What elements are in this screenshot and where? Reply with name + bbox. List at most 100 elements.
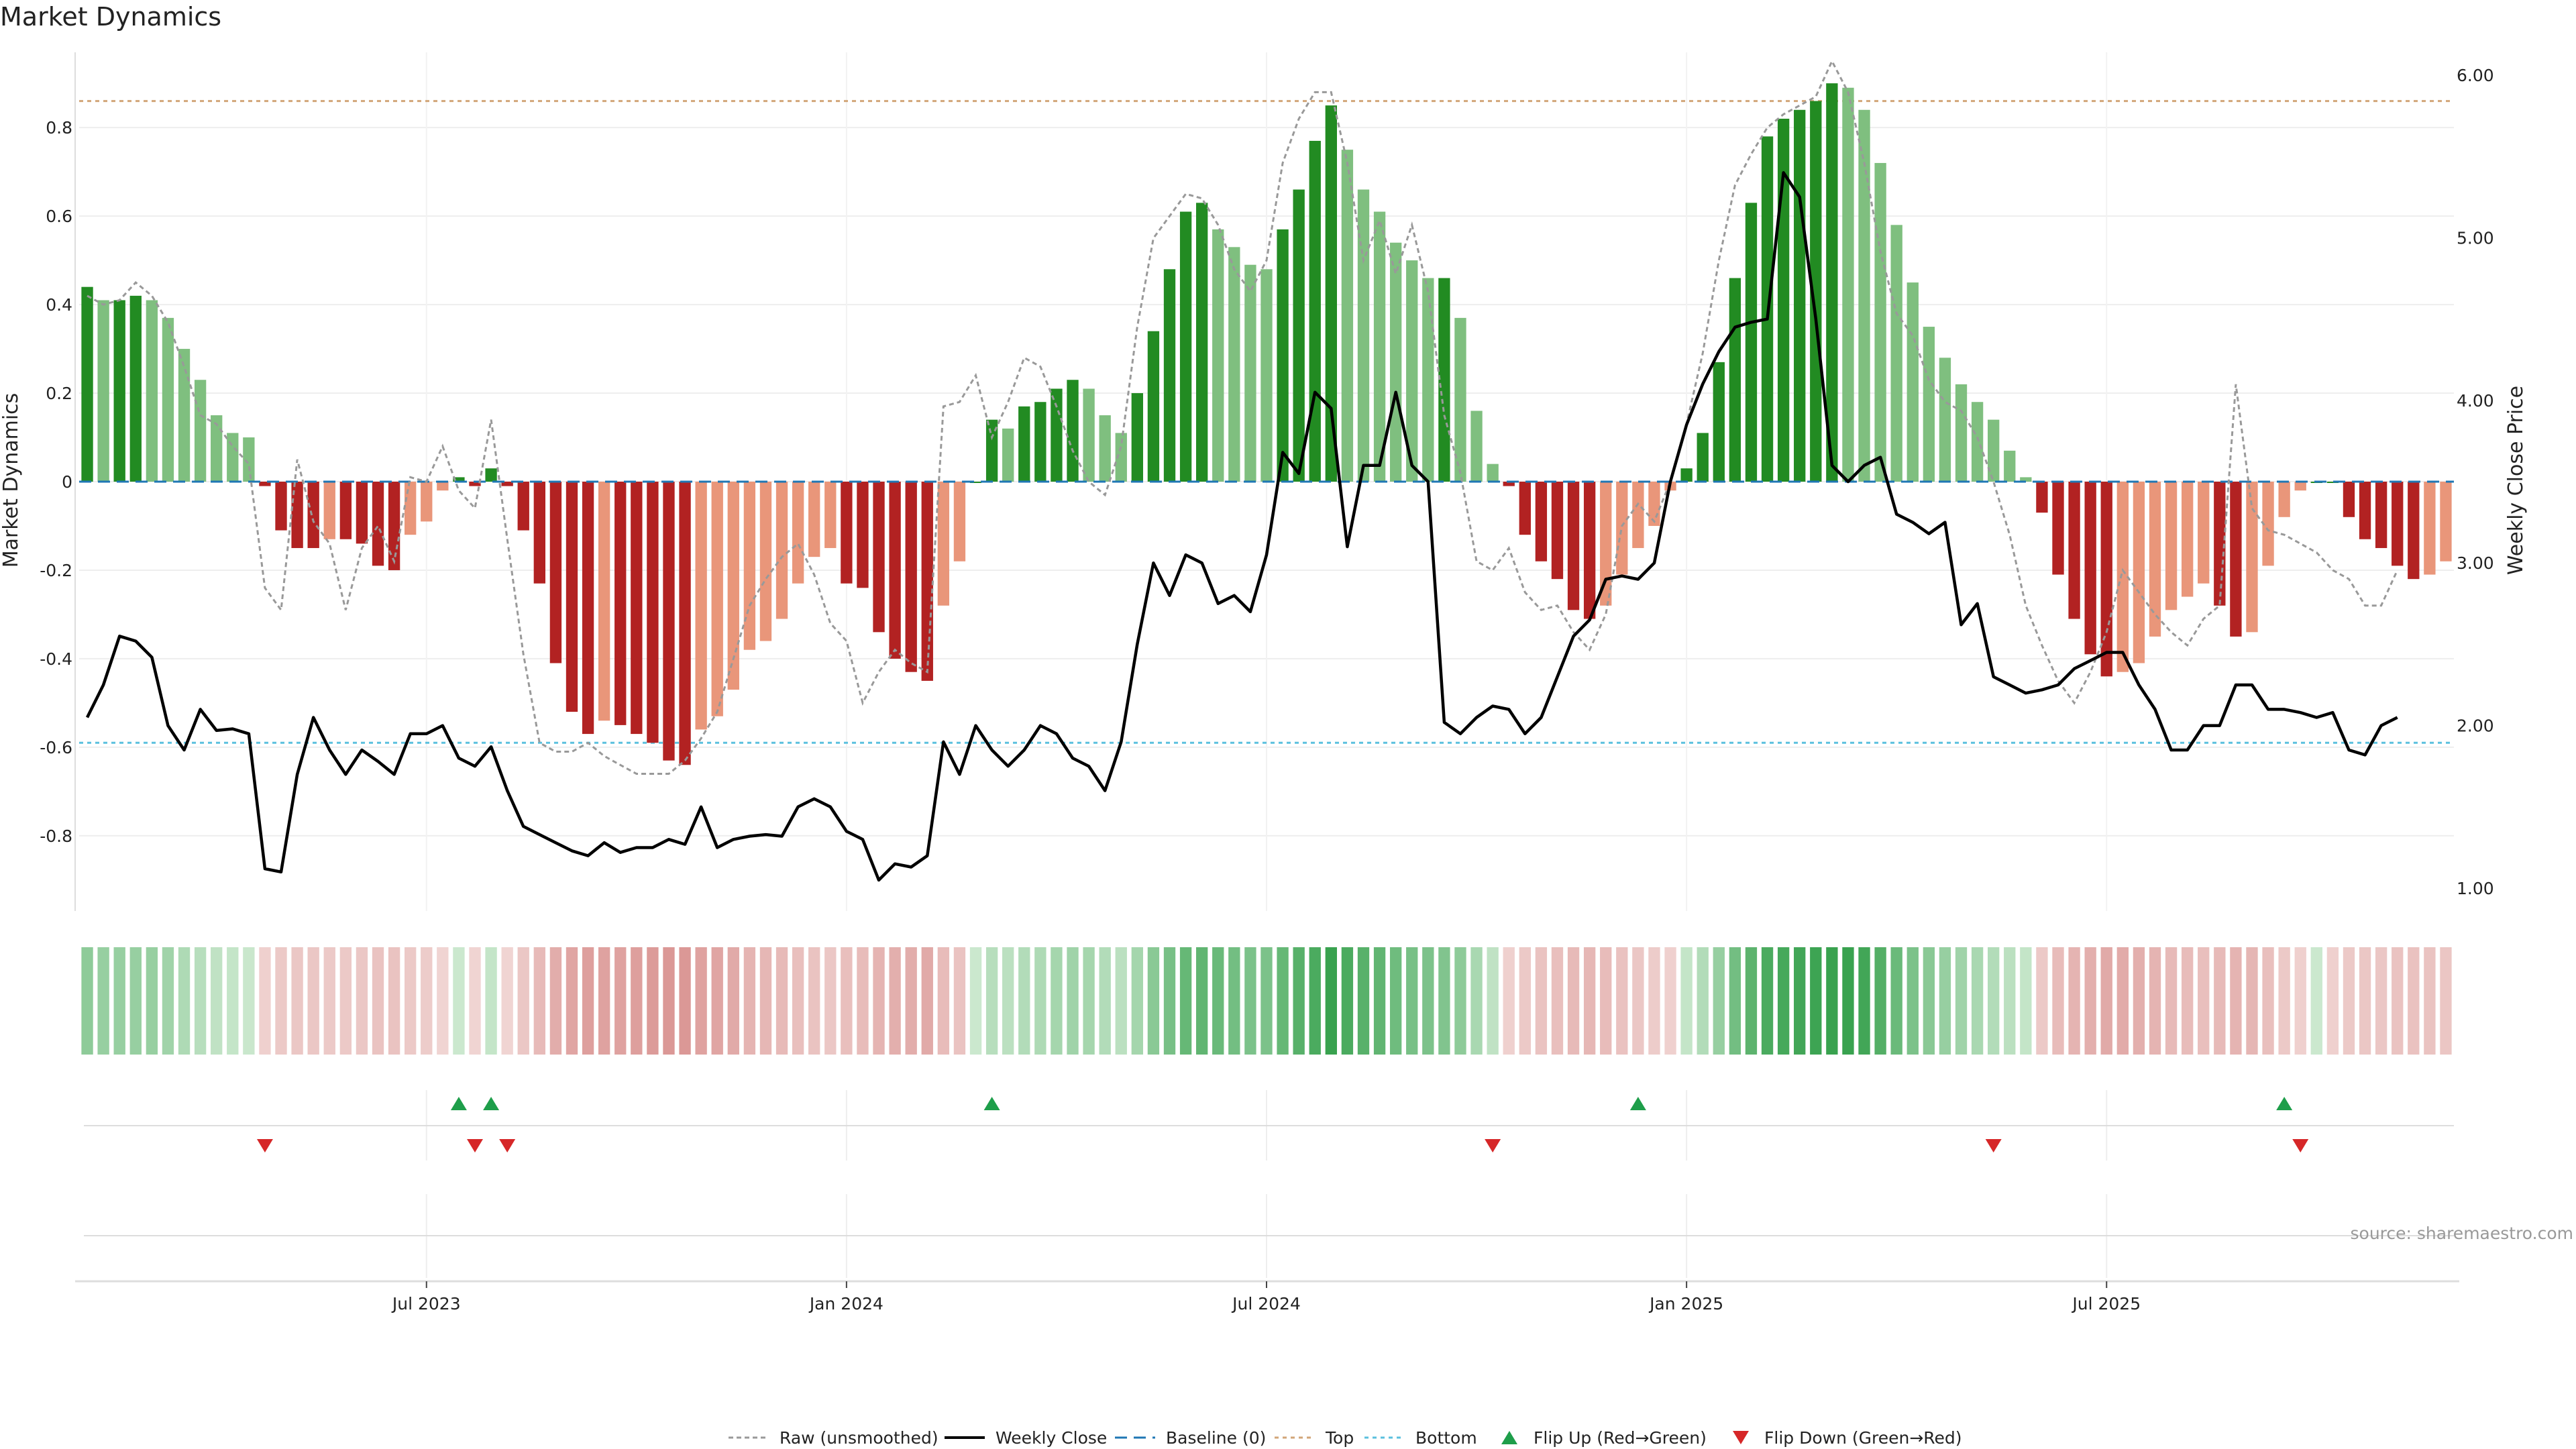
regime-strip-cell [695, 947, 707, 1055]
regime-strip-cell [631, 947, 643, 1055]
regime-strip-cell [711, 947, 723, 1055]
dynamics-bar [937, 482, 950, 606]
regime-strip-cell [614, 947, 627, 1055]
regime-strip-cell [437, 947, 449, 1055]
dynamics-bar [146, 300, 158, 482]
regime-strip-cell [113, 947, 125, 1055]
regime-strip-cell [485, 947, 497, 1055]
regime-strip-cell [1067, 947, 1079, 1055]
regime-strip-cell [1632, 947, 1644, 1055]
dynamics-bar [1810, 101, 1822, 482]
regime-strip-cell [2294, 947, 2306, 1055]
regime-strip-cell [1422, 947, 1434, 1055]
dynamics-bar [81, 286, 93, 482]
y-tick-left-label: 0.4 [46, 295, 72, 315]
regime-strip-cell [2004, 947, 2016, 1055]
regime-strip-cell [1826, 947, 1838, 1055]
regime-strip-cell [2084, 947, 2096, 1055]
regime-strip-cell [1341, 947, 1354, 1055]
dynamics-bar [1163, 269, 1176, 482]
regime-strip-cell [1115, 947, 1127, 1055]
flip-down-marker [467, 1139, 483, 1152]
dynamics-bar [1503, 482, 1515, 486]
legend: Raw (unsmoothed) Weekly Close Baseline (0)… [729, 1428, 1962, 1448]
dynamics-bar [663, 482, 675, 761]
dynamics-bar [1923, 327, 1935, 482]
flip-up-marker [983, 1097, 1000, 1110]
regime-strip-cell [323, 947, 335, 1055]
regime-strip-cell [2408, 947, 2420, 1055]
regime-strip-cell [1147, 947, 1160, 1055]
dynamics-bar [275, 482, 287, 531]
regime-strip-cell [469, 947, 481, 1055]
dynamics-bar [1600, 482, 1612, 606]
y-tick-left-label: -0.4 [40, 649, 72, 669]
y-tick-right-label: 3.00 [2457, 553, 2494, 573]
dynamics-bar [614, 482, 627, 725]
regime-strip-cell [2052, 947, 2064, 1055]
dynamics-bar [921, 482, 933, 681]
regime-strip-cell [2424, 947, 2436, 1055]
regime-strip-cell [1939, 947, 1951, 1055]
dynamics-bar [824, 482, 837, 548]
dynamics-bar [2278, 482, 2290, 517]
y-tick-left-label: 0.6 [46, 207, 72, 226]
dynamics-bar [1955, 384, 1968, 482]
regime-strip-cell [1583, 947, 1596, 1055]
dynamics-bar [162, 317, 174, 482]
regime-strip-cell [1083, 947, 1095, 1055]
dynamics-bar [1567, 482, 1580, 610]
dynamics-bar [2262, 482, 2274, 566]
reference-lines [79, 100, 2454, 744]
dynamics-bar [469, 482, 481, 486]
regime-strip-cell [1567, 947, 1580, 1055]
dynamics-bar [356, 482, 368, 544]
regime-strip-cell [1874, 947, 1886, 1055]
legend-label: Raw (unsmoothed) [780, 1428, 938, 1448]
dynamics-bar [1147, 331, 1160, 482]
dynamics-bar [985, 419, 998, 482]
regime-strip-cell [1163, 947, 1176, 1055]
regime-strip-cell [663, 947, 675, 1055]
regime-strip-cell [1551, 947, 1564, 1055]
regime-strip-cell [1454, 947, 1466, 1055]
regime-strip-cell [2343, 947, 2355, 1055]
dynamics-bar [1277, 229, 1289, 482]
dynamics-bar [743, 482, 756, 650]
dynamics-bar [1357, 189, 1370, 482]
dynamics-bar [1648, 482, 1660, 526]
x-tick-label: Jul 2023 [391, 1294, 461, 1313]
dynamics-bar [711, 482, 723, 716]
regime-strip-cell [905, 947, 917, 1055]
regime-strip-cell [2133, 947, 2145, 1055]
dynamics-bar [1632, 482, 1644, 548]
flip-down-marker [1985, 1139, 2002, 1152]
dynamics-bar [339, 482, 352, 539]
regime-strip-cell [2392, 947, 2404, 1055]
x-tick-label: Jan 2025 [1648, 1294, 1723, 1313]
regime-strip-cell [259, 947, 271, 1055]
regime-strip-cell [405, 947, 417, 1055]
regime-strip-cell [1099, 947, 1111, 1055]
dynamics-bar [1697, 433, 1709, 482]
regime-strip-cell [2149, 947, 2161, 1055]
regime-strip-cell [857, 947, 869, 1055]
regime-strip-cell [1406, 947, 1418, 1055]
dynamics-bar [775, 482, 788, 619]
y-tick-right-label: 5.00 [2457, 228, 2494, 248]
dynamics-bar [1907, 282, 1919, 482]
regime-strip-cell [517, 947, 529, 1055]
regime-strip-cell [969, 947, 982, 1055]
regime-strip-cell [1664, 947, 1676, 1055]
dynamics-bar [1067, 380, 1079, 482]
dynamics-bar [873, 482, 885, 633]
regime-strip-cell [2100, 947, 2112, 1055]
regime-strip-cell [1923, 947, 1935, 1055]
dynamics-bar [1115, 433, 1127, 482]
regime-strip-cell [1777, 947, 1790, 1055]
regime-strip-cell [598, 947, 610, 1055]
dynamics-bar [1971, 402, 1984, 482]
dynamics-bar [2214, 482, 2226, 606]
dynamics-bar [2424, 482, 2436, 575]
